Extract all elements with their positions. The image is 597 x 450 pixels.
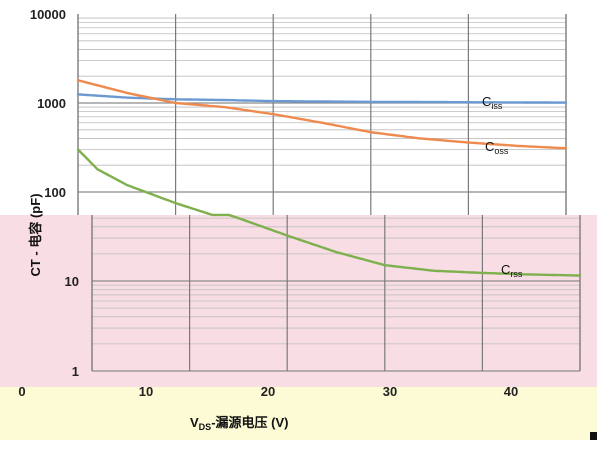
series-line-oss (76, 79, 568, 150)
y-axis-title: CT - 电容 (pF) (28, 193, 43, 276)
series-label-main: C (485, 139, 494, 154)
x-tick-label: 20 (261, 384, 275, 399)
series-label-sub: rss (510, 269, 522, 279)
upper-grid (77, 14, 567, 215)
x-axis-title-v: V (190, 415, 199, 430)
series-line-rss (76, 148, 582, 277)
corner-marker (590, 432, 597, 440)
lower-grid (91, 215, 581, 372)
x-axis-title: VDS-漏源电压 (V) (190, 415, 288, 432)
y-tick-label: 1 (72, 364, 79, 379)
series-label-sub: oss (494, 146, 509, 156)
x-tick-label: 30 (383, 384, 397, 399)
x-tick-label: 10 (139, 384, 153, 399)
x-axis-title-sub: DS (199, 422, 212, 432)
series-label-iss: Ciss (482, 94, 503, 111)
series-label-main: C (501, 262, 510, 277)
x-tick-label: 40 (504, 384, 518, 399)
series-label-sub: iss (491, 101, 502, 111)
series-label-rss: Crss (501, 262, 523, 279)
y-tick-label: 100 (44, 185, 66, 200)
y-tick-label: 10 (65, 274, 79, 289)
y-tick-labels: 10000 1000 100 10 1 (30, 7, 79, 379)
curves (76, 79, 582, 277)
x-tick-label: 0 (18, 384, 25, 399)
x-axis-title-rest: -漏源电压 (V) (211, 415, 288, 430)
series-label-main: C (482, 94, 491, 109)
y-tick-label: 1000 (37, 96, 66, 111)
y-tick-label: 10000 (30, 7, 66, 22)
series-label-oss: Coss (485, 139, 509, 156)
x-tick-labels: 0 10 20 30 40 (18, 384, 518, 399)
yellow-band (0, 387, 597, 440)
